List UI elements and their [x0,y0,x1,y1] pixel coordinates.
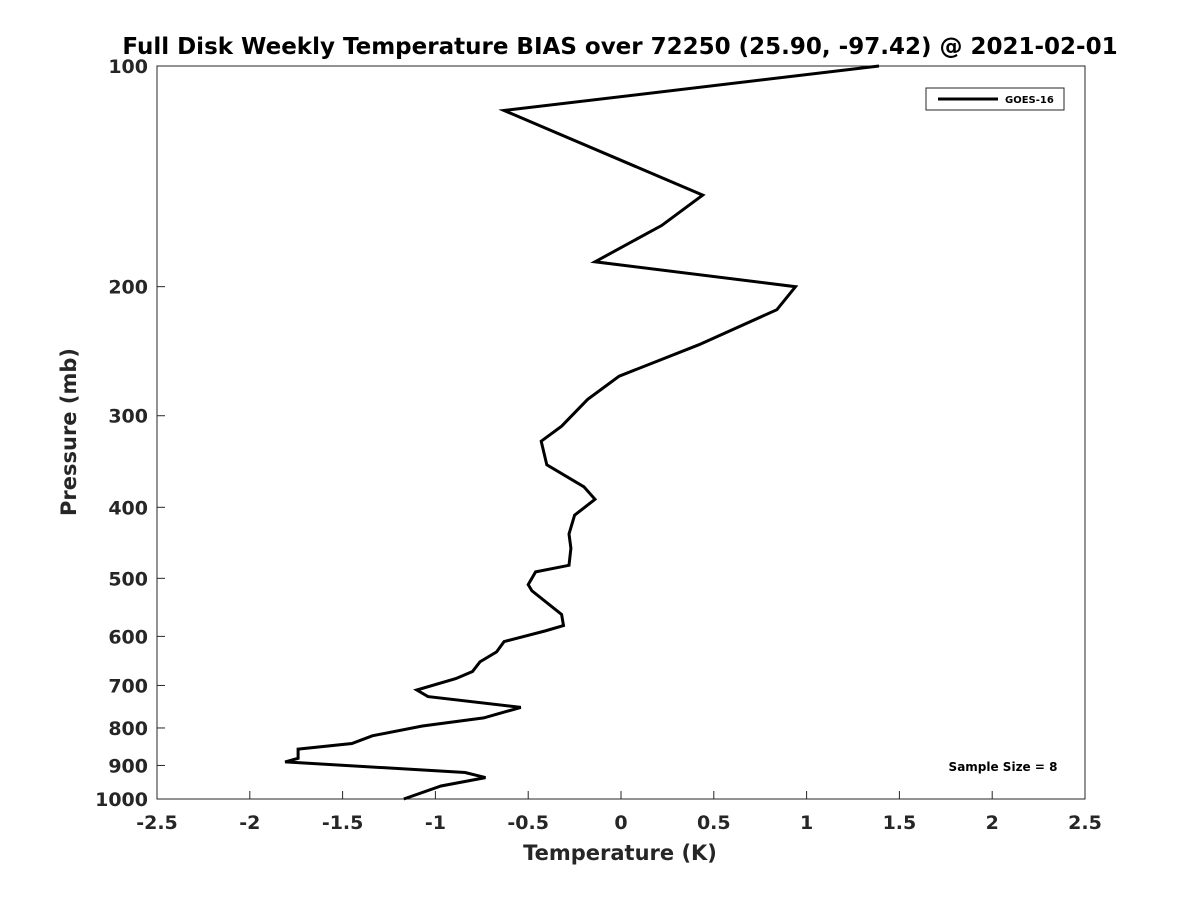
x-tick-label: -2.5 [136,812,178,834]
y-tick-label: 900 [108,755,148,777]
x-tick-label: 2 [986,812,999,834]
legend: GOES-16 [925,87,1065,111]
y-tick-label: 100 [108,56,148,78]
x-tick-label: -1 [425,812,446,834]
y-tick-label: 400 [108,497,148,519]
y-tick-label: 800 [108,718,148,740]
chart-title: Full Disk Weekly Temperature BIAS over 7… [122,34,1117,60]
x-tick-label: -0.5 [507,812,549,834]
y-tick-label: 300 [108,406,148,428]
x-tick-label: 1.5 [883,812,917,834]
y-tick-label: 500 [108,568,148,590]
y-tick-label: 200 [108,277,148,299]
y-tick-label: 700 [108,675,148,697]
y-axis-ticks: 100 200 300 400 500 600 700 800 900 1000 [95,56,165,811]
x-tick-label: -2 [239,812,260,834]
x-tick-label: 0.5 [697,812,731,834]
series-line-goes-16 [284,64,880,801]
x-tick-label: 0 [614,812,627,834]
y-tick-label: 1000 [95,789,148,811]
x-tick-label: 2.5 [1068,812,1102,834]
plot-area [156,65,1086,800]
y-axis-label: Pressure (mb) [57,348,81,516]
y-tick-label: 600 [108,626,148,648]
x-axis-ticks: -2.5 -2 -1.5 -1 -0.5 0 0.5 1 1.5 2 2.5 [136,791,1102,834]
legend-label: GOES-16 [1005,95,1054,106]
sample-size-note: Sample Size = 8 [949,760,1058,774]
x-tick-label: -1.5 [322,812,364,834]
x-tick-label: 1 [800,812,813,834]
x-axis-label: Temperature (K) [523,841,717,865]
